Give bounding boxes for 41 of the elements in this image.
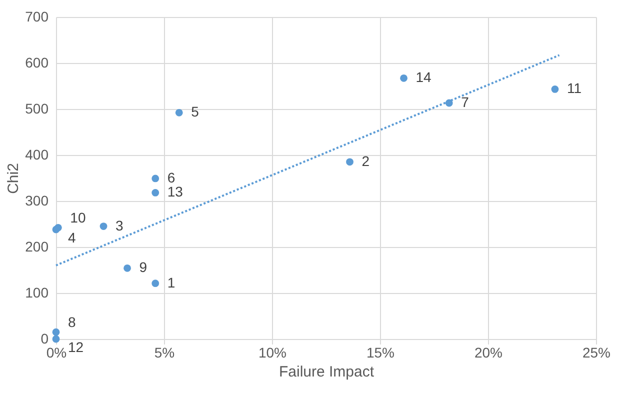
point <box>400 74 408 82</box>
x-axis-title: Failure Impact <box>278 364 375 380</box>
annotation: 2 <box>362 152 370 169</box>
annotation: 5 <box>191 104 200 120</box>
y-tick-label: 0 <box>40 330 49 346</box>
point <box>152 174 160 182</box>
x-tick-label: 20% <box>474 344 503 360</box>
point <box>100 222 108 230</box>
annotation: 4 <box>68 230 76 246</box>
y-tick-label: 300 <box>25 192 49 208</box>
annotation: 3 <box>116 217 124 234</box>
y-axis-title: Chi2 <box>5 163 22 194</box>
y-tick-label: 500 <box>25 100 49 116</box>
annotation: 8 <box>68 314 76 330</box>
annotation: 13 <box>167 184 184 200</box>
annotation: 6 <box>167 169 176 186</box>
annotation: 1 <box>167 274 176 290</box>
y-tick-label: 600 <box>25 54 49 70</box>
point <box>551 86 559 93</box>
point <box>152 189 160 196</box>
annotation: 11 <box>566 80 582 96</box>
point <box>346 158 354 166</box>
point <box>152 280 160 288</box>
annotation: 9 <box>139 259 148 276</box>
y-tick-label: 200 <box>25 238 49 254</box>
annotation: 10 <box>70 210 86 226</box>
point <box>52 328 60 336</box>
x-tick-label: 25% <box>582 344 611 360</box>
y-tick-label: 700 <box>25 8 49 24</box>
y-tick-label: 100 <box>25 284 49 300</box>
point <box>52 335 60 343</box>
x-tick-label: 5% <box>154 344 175 360</box>
x-tick-label: 0% <box>46 344 67 360</box>
annotation: 12 <box>68 339 84 355</box>
x-tick-label: 15% <box>366 344 395 360</box>
point <box>124 264 131 272</box>
annotation: 14 <box>416 69 432 86</box>
annotation: 7 <box>461 94 470 110</box>
x-tick-label: 10% <box>258 344 287 360</box>
point <box>175 108 183 116</box>
y-tick-label: 400 <box>25 146 49 162</box>
